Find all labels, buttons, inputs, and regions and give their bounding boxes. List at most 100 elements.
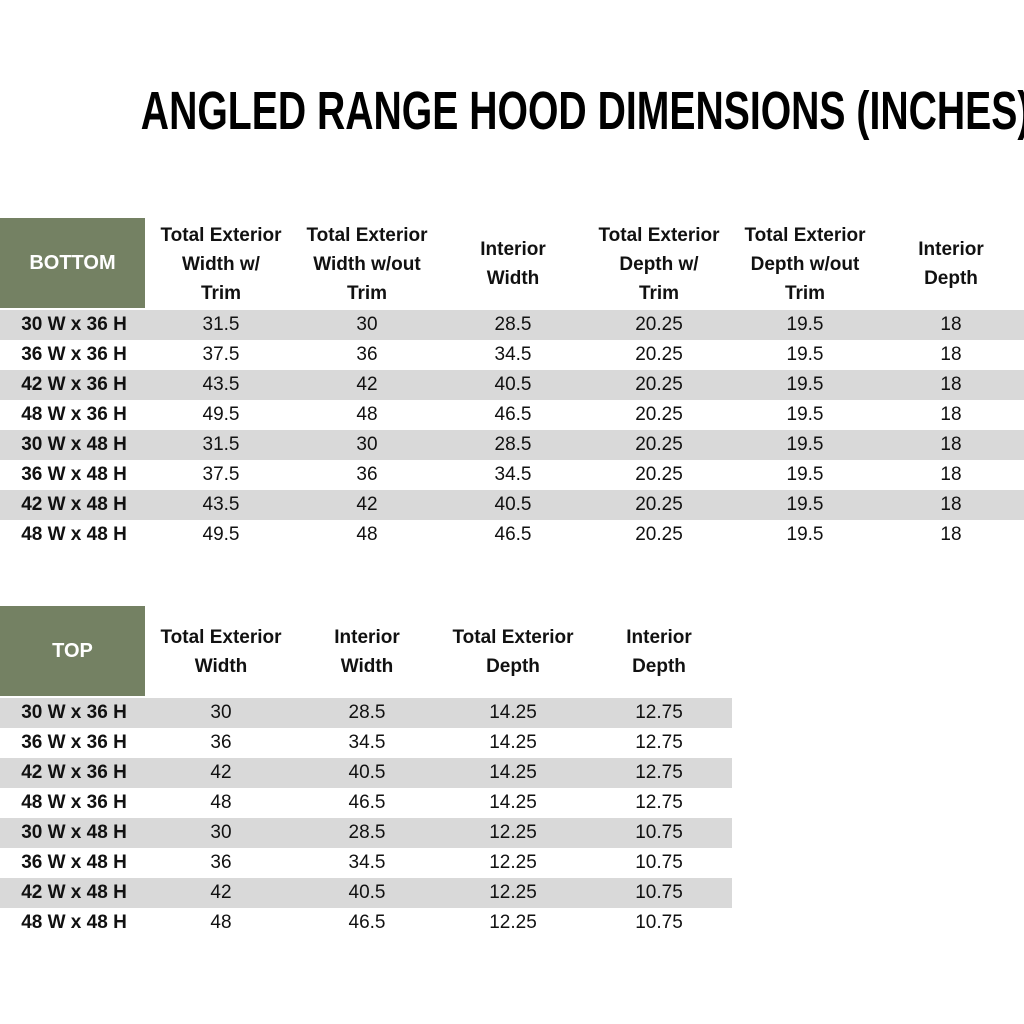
- value-cell: 14.25: [489, 702, 537, 723]
- value-cell: 36: [356, 464, 378, 485]
- value-cell: 46.5: [348, 912, 386, 933]
- table-row: 42 W x 36 H 43.5 42 40.5 20.25 19.5 18: [0, 370, 1024, 400]
- value-cell: 34.5: [348, 732, 386, 753]
- value-cell: 40.5: [348, 882, 386, 903]
- value-cell: 30: [356, 314, 378, 335]
- value-cell: 34.5: [494, 464, 532, 485]
- value-cell: 48: [210, 912, 232, 933]
- value-cell: 20.25: [635, 464, 683, 485]
- page-title: ANGLED RANGE HOOD DIMENSIONS (INCHES): [140, 81, 1024, 141]
- table-row: 30 W x 48 H 30 28.5 12.25 10.75: [0, 818, 732, 848]
- value-cell: 18: [940, 464, 962, 485]
- value-cell: 10.75: [635, 912, 683, 933]
- value-cell: 12.25: [489, 822, 537, 843]
- value-cell: 31.5: [202, 314, 240, 335]
- value-cell: 46.5: [348, 792, 386, 813]
- value-cell: 30: [210, 702, 232, 723]
- value-cell: 30: [210, 822, 232, 843]
- table-row: 30 W x 36 H 30 28.5 14.25 12.75: [0, 698, 732, 728]
- value-cell: 42: [356, 374, 378, 395]
- row-label: 48 W x 36 H: [21, 792, 127, 813]
- value-cell: 20.25: [635, 494, 683, 515]
- value-cell: 36: [210, 852, 232, 873]
- table-row: 42 W x 36 H 42 40.5 14.25 12.75: [0, 758, 732, 788]
- value-cell: 18: [940, 434, 962, 455]
- column-header-interior-depth: Interior Depth: [626, 627, 692, 677]
- value-cell: 42: [210, 882, 232, 903]
- table-row: 36 W x 36 H 37.5 36 34.5 20.25 19.5 18: [0, 340, 1024, 370]
- value-cell: 12.75: [635, 702, 683, 723]
- value-cell: 48: [210, 792, 232, 813]
- value-cell: 34.5: [348, 852, 386, 873]
- value-cell: 31.5: [202, 434, 240, 455]
- column-header-total-exterior-depth: Total Exterior Depth: [452, 627, 574, 677]
- row-label: 30 W x 48 H: [21, 434, 127, 455]
- value-cell: 20.25: [635, 314, 683, 335]
- value-cell: 18: [940, 374, 962, 395]
- value-cell: 10.75: [635, 822, 683, 843]
- top-table: TOP Total Exterior Width Interior Width …: [0, 606, 732, 938]
- value-cell: 14.25: [489, 792, 537, 813]
- table-row: 48 W x 36 H 49.5 48 46.5 20.25 19.5 18: [0, 400, 1024, 430]
- top-table-header-row: TOP Total Exterior Width Interior Width …: [0, 606, 732, 698]
- value-cell: 19.5: [786, 524, 824, 545]
- column-header-total-exterior-depth-w-trim: Total Exterior Depth w/ Trim: [598, 224, 720, 304]
- value-cell: 36: [210, 732, 232, 753]
- table-row: 42 W x 48 H 42 40.5 12.25 10.75: [0, 878, 732, 908]
- value-cell: 37.5: [202, 344, 240, 365]
- value-cell: 36: [356, 344, 378, 365]
- value-cell: 12.75: [635, 732, 683, 753]
- value-cell: 43.5: [202, 494, 240, 515]
- column-header-total-exterior-width: Total Exterior Width: [160, 627, 282, 677]
- table-row: 30 W x 48 H 31.5 30 28.5 20.25 19.5 18: [0, 430, 1024, 460]
- row-label: 48 W x 48 H: [21, 524, 127, 545]
- table-row: 48 W x 48 H 48 46.5 12.25 10.75: [0, 908, 732, 938]
- value-cell: 28.5: [494, 314, 532, 335]
- value-cell: 19.5: [786, 344, 824, 365]
- row-label: 36 W x 36 H: [21, 344, 127, 365]
- column-header-interior-width: Interior Width: [480, 239, 546, 289]
- bottom-table-label: BOTTOM: [0, 218, 148, 310]
- value-cell: 18: [940, 314, 962, 335]
- value-cell: 42: [356, 494, 378, 515]
- value-cell: 28.5: [348, 822, 386, 843]
- value-cell: 43.5: [202, 374, 240, 395]
- bottom-table-header-row: BOTTOM Total Exterior Width w/ Trim Tota…: [0, 218, 1024, 310]
- table-row: 36 W x 48 H 36 34.5 12.25 10.75: [0, 848, 732, 878]
- table-row: 30 W x 36 H 31.5 30 28.5 20.25 19.5 18: [0, 310, 1024, 340]
- column-header-total-exterior-depth-wout-trim: Total Exterior Depth w/out Trim: [744, 224, 866, 304]
- value-cell: 10.75: [635, 852, 683, 873]
- value-cell: 49.5: [202, 404, 240, 425]
- value-cell: 37.5: [202, 464, 240, 485]
- value-cell: 49.5: [202, 524, 240, 545]
- value-cell: 20.25: [635, 374, 683, 395]
- value-cell: 34.5: [494, 344, 532, 365]
- row-label: 42 W x 48 H: [21, 882, 127, 903]
- value-cell: 20.25: [635, 524, 683, 545]
- value-cell: 40.5: [494, 374, 532, 395]
- row-label: 42 W x 48 H: [21, 494, 127, 515]
- value-cell: 46.5: [494, 404, 532, 425]
- table-row: 36 W x 48 H 37.5 36 34.5 20.25 19.5 18: [0, 460, 1024, 490]
- bottom-table-rows: 30 W x 36 H 31.5 30 28.5 20.25 19.5 18 36 W x 3…: [0, 310, 1024, 550]
- column-header-total-exterior-width-w-trim: Total Exterior Width w/ Trim: [160, 224, 282, 304]
- row-label: 30 W x 36 H: [21, 314, 127, 335]
- column-header-interior-depth: Interior Depth: [918, 239, 984, 289]
- row-label: 42 W x 36 H: [21, 374, 127, 395]
- row-label: 42 W x 36 H: [21, 762, 127, 783]
- value-cell: 19.5: [786, 314, 824, 335]
- top-table-label: TOP: [0, 606, 148, 698]
- value-cell: 19.5: [786, 404, 824, 425]
- value-cell: 19.5: [786, 374, 824, 395]
- value-cell: 12.25: [489, 882, 537, 903]
- value-cell: 28.5: [348, 702, 386, 723]
- top-table-rows: 30 W x 36 H 30 28.5 14.25 12.75 36 W x 36 H 36…: [0, 698, 732, 938]
- column-header-total-exterior-width-wout-trim: Total Exterior Width w/out Trim: [306, 224, 428, 304]
- value-cell: 18: [940, 344, 962, 365]
- table-row: 42 W x 48 H 43.5 42 40.5 20.25 19.5 18: [0, 490, 1024, 520]
- table-row: 48 W x 36 H 48 46.5 14.25 12.75: [0, 788, 732, 818]
- value-cell: 20.25: [635, 344, 683, 365]
- row-label: 30 W x 36 H: [21, 702, 127, 723]
- value-cell: 40.5: [348, 762, 386, 783]
